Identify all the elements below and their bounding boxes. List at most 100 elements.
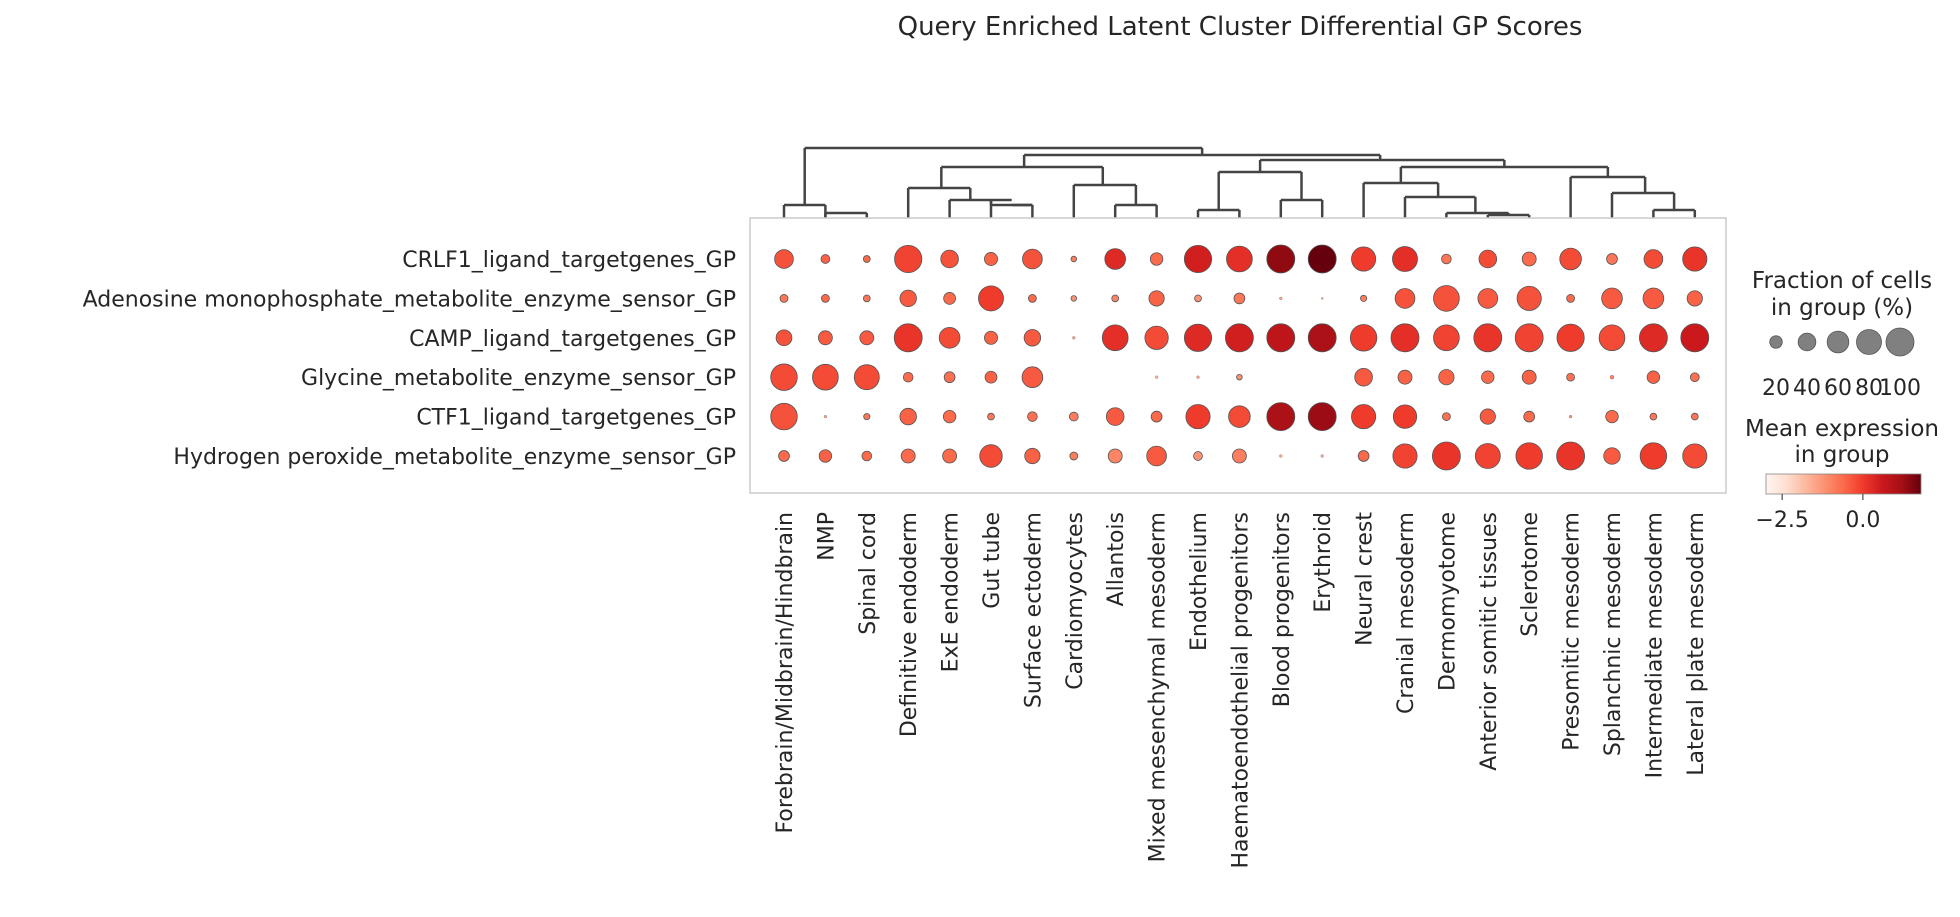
dot bbox=[1479, 408, 1496, 425]
dot bbox=[1232, 448, 1247, 464]
color-legend-tick: −2.5 bbox=[1755, 508, 1808, 533]
row-label: CRLF1_ligand_targetgenes_GP bbox=[402, 248, 736, 273]
dot bbox=[1394, 288, 1416, 309]
dot bbox=[1185, 404, 1211, 430]
dot bbox=[853, 364, 880, 391]
dot bbox=[1690, 412, 1699, 421]
dot bbox=[1155, 375, 1159, 379]
dot bbox=[1556, 323, 1585, 352]
column-label: Cranial mesoderm bbox=[1394, 512, 1419, 714]
dot bbox=[1107, 448, 1123, 464]
dot bbox=[1481, 370, 1495, 384]
dot bbox=[1069, 451, 1079, 461]
dot bbox=[1609, 375, 1615, 380]
dot bbox=[1360, 294, 1368, 302]
dot bbox=[1021, 366, 1044, 388]
dot bbox=[940, 249, 959, 269]
dot bbox=[1432, 441, 1461, 471]
column-label: Erythroid bbox=[1311, 512, 1336, 613]
dot bbox=[1601, 287, 1623, 310]
dot bbox=[1279, 296, 1283, 300]
size-legend-tick: 60 bbox=[1824, 376, 1852, 401]
dot bbox=[1473, 323, 1503, 353]
dot bbox=[1228, 405, 1251, 428]
dot bbox=[1307, 402, 1337, 432]
dot bbox=[820, 254, 831, 264]
column-label: Forebrain/Midbrain/Hindbrain bbox=[773, 512, 798, 834]
dot bbox=[1523, 410, 1536, 423]
size-legend-dot bbox=[1769, 335, 1783, 349]
dot bbox=[1477, 288, 1499, 309]
dot bbox=[1357, 450, 1370, 462]
dot bbox=[862, 294, 871, 303]
dot bbox=[818, 330, 833, 346]
dot bbox=[1023, 329, 1042, 347]
dot bbox=[1225, 323, 1254, 353]
dot bbox=[1438, 369, 1455, 386]
dot bbox=[1689, 372, 1700, 383]
column-label: Dermomyotome bbox=[1435, 512, 1460, 691]
dot bbox=[862, 255, 871, 263]
dot bbox=[1639, 323, 1668, 353]
dot bbox=[1515, 442, 1543, 470]
dot bbox=[942, 448, 957, 464]
dot bbox=[893, 323, 923, 353]
dot bbox=[1354, 367, 1373, 387]
row-label: Hydrogen peroxide_metabolite_enzyme_sens… bbox=[173, 445, 736, 470]
dot bbox=[1183, 323, 1213, 352]
dot bbox=[1598, 324, 1626, 352]
dot bbox=[900, 448, 916, 464]
column-label: NMP bbox=[814, 512, 839, 561]
dot bbox=[1349, 324, 1378, 352]
column-label: Presomitic mesoderm bbox=[1560, 512, 1585, 751]
column-label: Anterior somitic tissues bbox=[1477, 512, 1502, 771]
dot bbox=[1514, 323, 1544, 353]
dot bbox=[861, 450, 873, 462]
column-label: Splanchnic mesoderm bbox=[1601, 512, 1626, 756]
dot bbox=[1111, 294, 1120, 303]
dot bbox=[1146, 445, 1167, 467]
size-legend-tick: 40 bbox=[1793, 376, 1821, 401]
colorbar bbox=[1765, 473, 1922, 495]
dot bbox=[1351, 404, 1377, 430]
size-legend-tick: 20 bbox=[1762, 376, 1790, 401]
dot bbox=[1603, 447, 1621, 465]
dot bbox=[1606, 253, 1618, 265]
dot bbox=[770, 363, 798, 391]
dot bbox=[1024, 447, 1041, 465]
dot bbox=[1027, 411, 1038, 422]
dot bbox=[1649, 412, 1658, 421]
dot bbox=[1392, 246, 1418, 272]
dot bbox=[1320, 454, 1324, 458]
dot bbox=[943, 292, 956, 305]
dot bbox=[1022, 248, 1043, 270]
column-label: Cardiomyocytes bbox=[1063, 512, 1088, 690]
dot bbox=[859, 330, 875, 346]
dot bbox=[1194, 294, 1202, 303]
dot bbox=[821, 294, 830, 303]
dot bbox=[1441, 253, 1452, 265]
column-label: Intermediate mesoderm bbox=[1642, 512, 1667, 778]
dot bbox=[1068, 411, 1079, 422]
size-legend-dot bbox=[1797, 332, 1817, 352]
color-legend: Mean expression in group −2.5 0.0 bbox=[1745, 416, 1939, 533]
dot bbox=[984, 252, 998, 266]
size-legend-title-line1: Fraction of cells bbox=[1752, 268, 1932, 294]
dot bbox=[1351, 246, 1377, 272]
dot bbox=[942, 409, 957, 424]
dot bbox=[1183, 244, 1213, 274]
dot bbox=[1559, 247, 1582, 271]
dot bbox=[1321, 297, 1324, 300]
column-label: Mixed mesenchymal mesoderm bbox=[1146, 512, 1171, 862]
column-label: Spinal cord bbox=[856, 512, 881, 635]
dot bbox=[779, 294, 789, 303]
dot bbox=[1307, 323, 1337, 353]
dot bbox=[984, 370, 998, 384]
column-label: Haematoendothelial progenitors bbox=[1228, 512, 1253, 869]
dot bbox=[1556, 441, 1585, 471]
dot bbox=[1521, 251, 1537, 267]
dot bbox=[770, 402, 798, 431]
column-label: Definitive endoderm bbox=[897, 512, 922, 737]
column-label: Gut tube bbox=[980, 512, 1005, 609]
dot bbox=[1478, 249, 1498, 269]
